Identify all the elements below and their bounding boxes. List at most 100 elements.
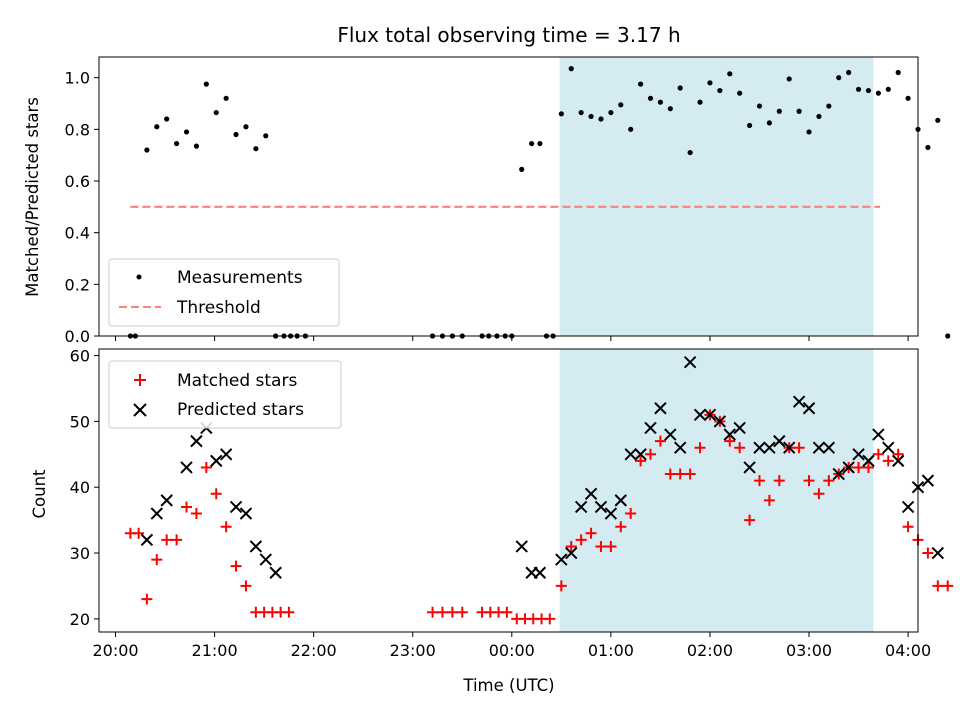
measurement-point: [213, 109, 219, 116]
matched-star-point: [922, 547, 934, 559]
predicted-star-point: [812, 441, 826, 454]
matched-star-point: [446, 606, 458, 618]
measurement-point: [766, 120, 772, 126]
predicted-star-point: [703, 408, 717, 422]
measurement-point: [598, 116, 604, 122]
matched-star-point: [932, 580, 944, 592]
predicted-star-point: [249, 540, 263, 553]
predicted-star-point: [259, 553, 272, 566]
x-tick-label: 23:00: [390, 641, 436, 660]
legend-measurements-label: Measurements: [177, 268, 303, 288]
matched-star-point: [615, 521, 627, 533]
matched-star-point: [161, 534, 173, 546]
matched-star-point: [181, 501, 193, 513]
matched-star-point: [133, 527, 145, 539]
measurement-point: [578, 109, 584, 116]
predicted-star-point: [229, 500, 243, 514]
predicted-star-point: [901, 500, 915, 514]
x-tick-label: 21:00: [192, 641, 238, 660]
y-tick-label: 0.8: [65, 120, 90, 139]
matched-star-point: [151, 554, 163, 566]
matched-star-point: [694, 442, 706, 454]
measurement-point: [895, 69, 901, 76]
measurement-point: [223, 95, 229, 101]
predicted-star-point: [763, 441, 776, 454]
matched-star-point: [813, 488, 825, 500]
x-tick-label: 20:00: [92, 641, 138, 660]
measurement-point: [865, 87, 872, 94]
matched-star-point: [544, 613, 556, 625]
measurement-point: [727, 71, 733, 77]
matched-star-point: [141, 593, 153, 605]
predicted-star-point: [882, 441, 895, 454]
top-legend-box: [108, 258, 340, 327]
matched-star-point: [230, 560, 242, 572]
matched-star-point: [635, 455, 647, 467]
measurement-point: [846, 69, 852, 76]
predicted-star-point: [140, 533, 154, 547]
measurement-point: [796, 108, 802, 114]
predicted-star-point: [614, 494, 627, 507]
matched-star-point: [283, 606, 295, 618]
measurement-point: [253, 146, 259, 152]
predicted-star-point: [654, 402, 667, 415]
predicted-star-point: [160, 494, 173, 507]
measurement-point: [826, 103, 832, 109]
matched-star-point: [744, 514, 756, 526]
matched-star-point: [456, 606, 468, 618]
measurement-point: [263, 133, 269, 139]
matched-star-point: [190, 508, 202, 520]
matched-star-point: [565, 540, 577, 552]
predicted-star-point: [210, 454, 223, 468]
top-y-axis-label: Matched/Predicted stars: [23, 97, 42, 297]
x-tick-label: 22:00: [291, 641, 337, 660]
predicted-star-point: [802, 402, 816, 415]
measurement-point: [144, 147, 150, 153]
x-tick-label: 01:00: [588, 641, 634, 660]
predicted-star-point: [683, 355, 697, 369]
bottom-legend-box: [108, 360, 342, 429]
predicted-star-point: [792, 395, 806, 408]
legend-predicted-label: Predicted stars: [177, 400, 304, 420]
measurement-point: [776, 108, 782, 114]
matched-star-point: [674, 468, 686, 480]
matched-star-point: [645, 448, 657, 460]
bottom-yticks: 20 30 40 50 60: [70, 347, 99, 629]
matched-star-point: [200, 461, 212, 473]
measurement-point: [154, 124, 160, 130]
measurement-point: [657, 99, 664, 105]
measurement-point: [608, 109, 614, 116]
matched-star-point: [892, 448, 904, 460]
measurement-point: [588, 113, 594, 120]
bottom-marks: [124, 355, 954, 625]
matched-star-point: [220, 521, 232, 533]
predicted-star-point: [723, 428, 736, 441]
y-tick-label: 60: [70, 347, 90, 366]
predicted-star-point: [842, 461, 855, 474]
top-panel: 0.0 0.2 0.4 0.6 0.8 1.0 Flux total observing …: [23, 23, 951, 346]
matched-star-point: [436, 606, 448, 618]
x-tick-label: 00:00: [489, 641, 535, 660]
measurement-point: [628, 126, 634, 132]
predicted-star-point: [674, 441, 687, 454]
matched-star-point: [872, 448, 884, 460]
predicted-star-point: [921, 474, 935, 487]
measurement-point: [667, 106, 673, 112]
y-tick-label: 1.0: [65, 69, 90, 88]
predicted-star-point: [624, 448, 637, 461]
matched-star-point: [555, 580, 567, 592]
predicted-star-point: [219, 448, 233, 461]
predicted-star-point: [832, 467, 845, 481]
predicted-star-point: [555, 553, 568, 566]
y-tick-label: 50: [70, 412, 90, 431]
matched-star-point: [793, 442, 805, 454]
top-yticks: 0.0 0.2 0.4 0.6 0.8 1.0: [65, 69, 99, 346]
predicted-star-point: [773, 434, 786, 448]
matched-star-point: [724, 435, 736, 447]
measurement-point: [203, 81, 209, 87]
predicted-star-point: [239, 507, 253, 520]
matched-star-point: [605, 540, 617, 552]
matched-star-point: [773, 475, 785, 487]
measurement-point: [836, 75, 842, 81]
